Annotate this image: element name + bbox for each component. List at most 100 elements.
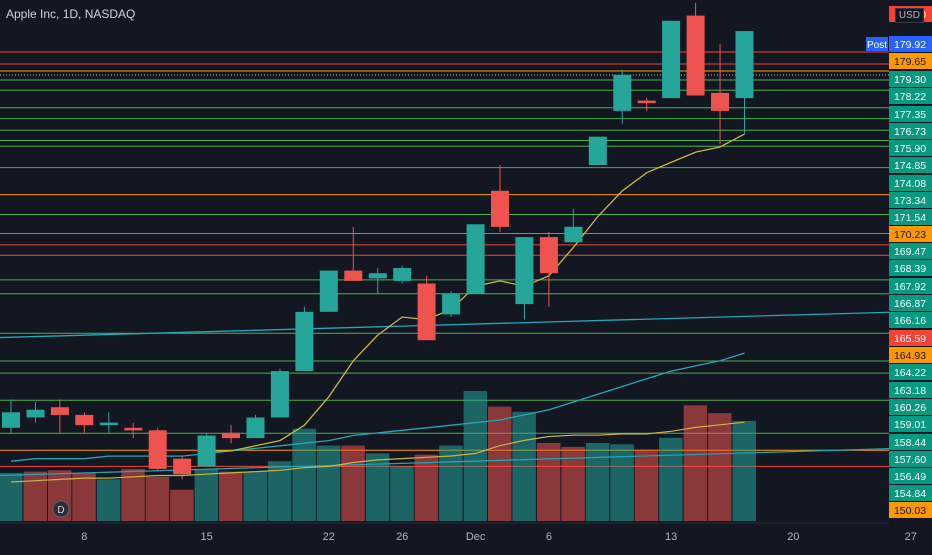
price-label: 166.16	[894, 315, 926, 327]
candle-body	[197, 435, 216, 467]
price-label-box	[889, 278, 932, 294]
candle-body	[539, 237, 558, 274]
price-label: 169.47	[894, 246, 926, 258]
candle-body	[491, 190, 509, 227]
price-label-box	[889, 502, 932, 518]
price-label: 179.30	[894, 74, 926, 86]
time-axis-tick: 27	[905, 531, 917, 543]
candle-body	[588, 136, 607, 165]
price-label: 156.49	[894, 471, 926, 483]
price-label-box	[889, 485, 932, 501]
candle-body	[99, 422, 118, 426]
currency-label[interactable]: USD	[894, 8, 924, 23]
volume-bar	[267, 461, 292, 521]
price-label-box	[889, 347, 932, 363]
candle-body	[173, 458, 192, 475]
volume-bar	[292, 428, 316, 521]
volume-bar	[536, 443, 561, 521]
price-label-box	[889, 140, 932, 156]
volume-bar	[414, 454, 439, 521]
volume-bar	[219, 471, 243, 521]
dividend-marker-label: D	[57, 505, 64, 516]
candle-body	[393, 268, 412, 281]
time-axis-tick: Dec	[466, 531, 486, 543]
volume-bar	[610, 444, 634, 521]
price-label-box	[889, 209, 932, 225]
volume-bar	[96, 479, 121, 521]
candle-body	[26, 409, 45, 418]
price-label: 179.65	[894, 56, 926, 68]
price-label-box	[889, 192, 932, 208]
price-label-box	[889, 416, 932, 432]
candle-body	[442, 293, 461, 315]
candle-body	[124, 427, 143, 431]
volume-bar	[316, 445, 341, 521]
price-label: 167.92	[894, 281, 926, 293]
price-label: 178.22	[894, 91, 926, 103]
price-label: 165.59	[894, 333, 926, 345]
volume-bar	[732, 420, 756, 521]
moving-average-long	[10, 352, 745, 462]
time-axis-tick: 8	[81, 531, 87, 543]
candle-body	[735, 31, 754, 99]
price-label: 179.92	[894, 39, 926, 51]
price-label: 157.60	[894, 454, 926, 466]
volume-bar	[170, 489, 194, 521]
price-label-box	[889, 312, 932, 328]
candle-body	[564, 226, 583, 243]
candle-body	[368, 273, 387, 279]
price-label: 164.22	[894, 367, 926, 379]
price-label-box	[889, 226, 932, 242]
candle-body	[246, 417, 265, 439]
price-label-box	[889, 106, 932, 122]
price-label-box	[889, 243, 932, 259]
candle-body	[637, 100, 656, 104]
price-label: 174.85	[894, 160, 926, 172]
candle-body	[711, 92, 729, 111]
volume-bar	[243, 471, 267, 521]
post-tag	[866, 37, 888, 51]
time-axis-tick: 20	[787, 531, 799, 543]
price-label-box	[889, 399, 932, 415]
price-label: 176.73	[894, 126, 926, 138]
volume-ma-short	[10, 421, 745, 483]
price-label: 171.54	[894, 212, 926, 224]
price-label-box	[889, 88, 932, 104]
price-label-box	[889, 175, 932, 191]
volume-bar	[194, 469, 219, 521]
volume-bar	[585, 443, 610, 521]
volume-bar	[0, 472, 23, 521]
dividend-marker-icon	[52, 500, 70, 518]
post-tag-label: Post	[867, 40, 887, 51]
volume-bar	[634, 449, 659, 521]
candle-body	[270, 371, 289, 418]
volume-bar	[121, 469, 145, 521]
price-label: 159.01	[894, 419, 926, 431]
volume-bar	[23, 471, 47, 521]
time-axis-tick: 6	[546, 531, 552, 543]
volume-bar	[390, 466, 414, 521]
candle-body	[50, 407, 69, 415]
candle-body	[613, 74, 632, 111]
price-label: 163.18	[894, 385, 926, 397]
price-label: 158.44	[894, 437, 926, 449]
candle-body	[2, 412, 20, 428]
price-label-box	[889, 36, 932, 52]
price-label-box	[889, 451, 932, 467]
time-axis-tick: 13	[665, 531, 677, 543]
price-label: 177.35	[894, 109, 926, 121]
price-label: 170.23	[894, 229, 926, 241]
volume-bar	[463, 391, 488, 521]
price-label: 154.84	[894, 488, 926, 500]
price-label-box	[889, 468, 932, 484]
candle-body	[222, 432, 240, 439]
price-label-box	[889, 157, 932, 173]
volume-bar	[708, 413, 732, 521]
price-label-box	[889, 382, 932, 398]
volume-bar	[341, 445, 365, 521]
price-label: 150.03	[894, 505, 926, 517]
price-label-box	[889, 330, 932, 346]
candle-body	[466, 224, 485, 294]
